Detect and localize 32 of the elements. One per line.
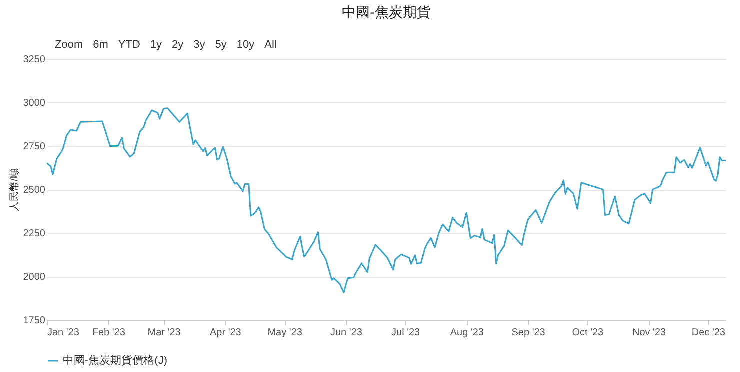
y-tick-label: 2500 [23, 185, 46, 196]
x-tick-label: Dec '23 [692, 328, 726, 338]
x-tick-label: Sep '23 [512, 328, 546, 338]
x-tick-label: Jul '23 [392, 328, 421, 338]
y-tick-label: 1750 [23, 316, 46, 326]
y-axis-title: 人民幣/噸 [8, 168, 20, 212]
x-tick-label: Mar '23 [148, 328, 182, 338]
y-tick-label: 2750 [23, 142, 46, 152]
text: 2y [171, 38, 185, 52]
text: 6m [92, 38, 110, 52]
text: YTD [117, 38, 142, 52]
chart-title: 中國-焦炭期貨 [342, 4, 431, 20]
y-tick-label: 2250 [23, 228, 46, 240]
text: 5y [214, 38, 228, 52]
legend-label: 中國-焦炭期貨價格(J) [63, 354, 168, 367]
y-tick-label: 3250 [23, 54, 46, 66]
line-series [47, 108, 726, 294]
text: Zoom [54, 38, 84, 52]
x-tick-label: Jun '23 [330, 328, 363, 338]
x-tick-label: Apr '23 [210, 328, 242, 338]
x-tick-label: May '23 [268, 328, 303, 338]
y-tick-label: 3000 [23, 98, 46, 109]
x-tick-label: Nov '23 [632, 328, 667, 338]
text: 3y [192, 38, 206, 52]
y-tick-label: 2000 [23, 272, 46, 283]
x-tick-label: Feb '23 [92, 328, 126, 338]
x-tick-label: Aug '23 [450, 328, 484, 338]
text: 10y [236, 38, 256, 52]
text: 1y [149, 38, 164, 52]
text: All [264, 38, 278, 52]
x-tick-label: Jan '23 [48, 328, 80, 338]
x-tick-label: Oct '23 [572, 328, 604, 338]
